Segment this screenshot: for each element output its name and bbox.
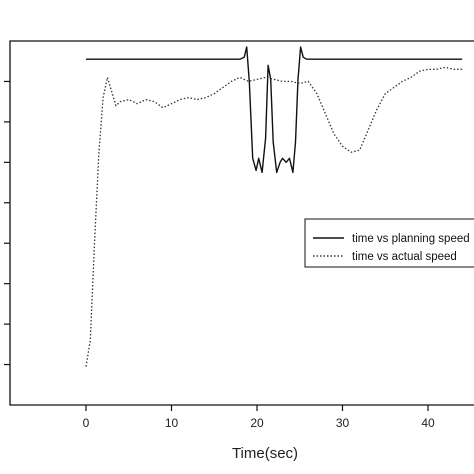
y-axis: [4, 80, 10, 366]
legend: time vs planning speed time vs actual sp…: [304, 218, 474, 268]
legend-label-actual-speed: time vs actual speed: [352, 251, 457, 263]
x-tick-label: 20: [250, 416, 264, 430]
series-line-planning-speed: [86, 46, 463, 174]
legend-label-planning-speed: time vs planning speed: [352, 233, 470, 245]
x-tick-label: 10: [165, 416, 179, 430]
x-tick-label: 0: [83, 416, 90, 430]
x-tick-label: 30: [336, 416, 350, 430]
series-layer: [85, 46, 463, 367]
x-tick-label: 40: [421, 416, 435, 430]
legend-box: [304, 218, 474, 268]
series-line-actual-speed: [85, 66, 463, 367]
x-axis: 0 10 20 30 40: [83, 405, 435, 430]
x-axis-label: Time(sec): [232, 445, 298, 462]
plot-frame: [9, 40, 474, 406]
